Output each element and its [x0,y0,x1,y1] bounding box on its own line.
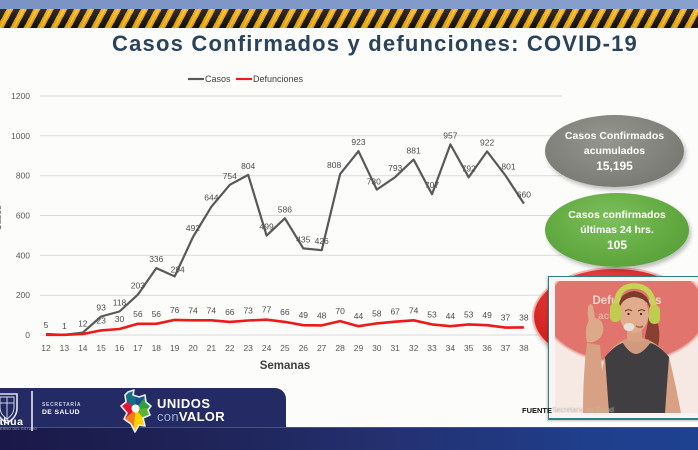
svg-text:801: 801 [501,162,515,172]
svg-text:33: 33 [427,343,437,353]
svg-text:38: 38 [519,312,529,322]
svg-text:0: 0 [25,330,30,340]
svg-text:58: 58 [372,308,382,318]
svg-text:70: 70 [335,306,345,316]
svg-text:Defunciones: Defunciones [253,74,304,84]
svg-text:66: 66 [280,307,290,317]
svg-text:754: 754 [223,171,237,181]
svg-text:Casos: Casos [0,205,3,231]
svg-text:200: 200 [16,290,30,300]
svg-text:32: 32 [409,343,419,353]
svg-text:499: 499 [260,222,274,232]
svg-text:660: 660 [517,190,531,200]
svg-text:73: 73 [243,306,253,316]
svg-text:48: 48 [317,310,327,320]
svg-text:28: 28 [335,343,345,353]
svg-text:25: 25 [280,343,290,353]
svg-text:20: 20 [188,343,198,353]
svg-text:17: 17 [133,343,143,353]
svg-text:26: 26 [299,343,309,353]
svg-text:426: 426 [315,236,329,246]
svg-text:30: 30 [115,314,125,324]
svg-text:38: 38 [519,343,529,353]
svg-text:644: 644 [204,193,218,203]
svg-text:66: 66 [225,307,235,317]
svg-text:53: 53 [464,309,474,319]
svg-text:Semanas: Semanas [260,360,311,372]
svg-text:203: 203 [131,281,145,291]
svg-text:13: 13 [60,343,70,353]
svg-text:35: 35 [464,343,474,353]
svg-text:804: 804 [241,161,255,171]
svg-text:74: 74 [207,305,217,315]
svg-text:16: 16 [115,343,125,353]
svg-text:74: 74 [188,305,198,315]
svg-text:15: 15 [96,343,106,353]
svg-text:14: 14 [78,343,88,353]
svg-text:19: 19 [170,343,180,353]
svg-text:12: 12 [41,343,51,353]
svg-text:34: 34 [446,343,456,353]
svg-text:600: 600 [16,211,30,221]
svg-text:49: 49 [482,310,492,320]
svg-text:1: 1 [62,321,67,331]
svg-text:923: 923 [351,137,365,147]
svg-text:77: 77 [262,305,272,315]
svg-text:74: 74 [409,305,419,315]
svg-text:336: 336 [149,254,163,264]
svg-text:707: 707 [425,180,439,190]
svg-text:435: 435 [296,234,310,244]
svg-text:400: 400 [16,250,30,260]
svg-text:30: 30 [372,343,382,353]
svg-text:56: 56 [133,309,143,319]
svg-text:18: 18 [152,343,162,353]
svg-text:36: 36 [482,343,492,353]
svg-text:922: 922 [480,137,494,147]
svg-text:67: 67 [390,307,400,317]
svg-text:23: 23 [96,315,106,325]
svg-text:23: 23 [243,343,253,353]
svg-text:22: 22 [225,343,235,353]
svg-text:957: 957 [443,130,457,140]
svg-text:44: 44 [354,311,364,321]
svg-text:118: 118 [113,298,127,308]
svg-text:44: 44 [446,311,456,321]
svg-text:294: 294 [171,264,185,274]
svg-text:1000: 1000 [11,131,30,141]
svg-text:49: 49 [299,310,309,320]
svg-text:24: 24 [262,343,272,353]
svg-text:881: 881 [407,146,421,156]
svg-text:31: 31 [390,343,400,353]
svg-text:21: 21 [207,343,217,353]
svg-text:800: 800 [16,171,30,181]
svg-text:93: 93 [96,303,106,313]
svg-text:1200: 1200 [11,91,30,101]
svg-text:76: 76 [170,305,180,315]
svg-text:53: 53 [427,309,437,319]
svg-text:793: 793 [388,163,402,173]
svg-text:792: 792 [462,163,476,173]
svg-text:37: 37 [501,313,511,323]
svg-text:29: 29 [354,343,364,353]
svg-text:Casos: Casos [205,74,231,84]
svg-text:5: 5 [44,320,49,330]
svg-text:730: 730 [367,177,381,187]
svg-text:808: 808 [327,160,341,170]
svg-text:27: 27 [317,343,327,353]
svg-text:37: 37 [501,343,511,353]
svg-text:586: 586 [278,204,292,214]
svg-text:12: 12 [78,319,88,329]
svg-text:492: 492 [186,223,200,233]
svg-text:56: 56 [152,309,162,319]
